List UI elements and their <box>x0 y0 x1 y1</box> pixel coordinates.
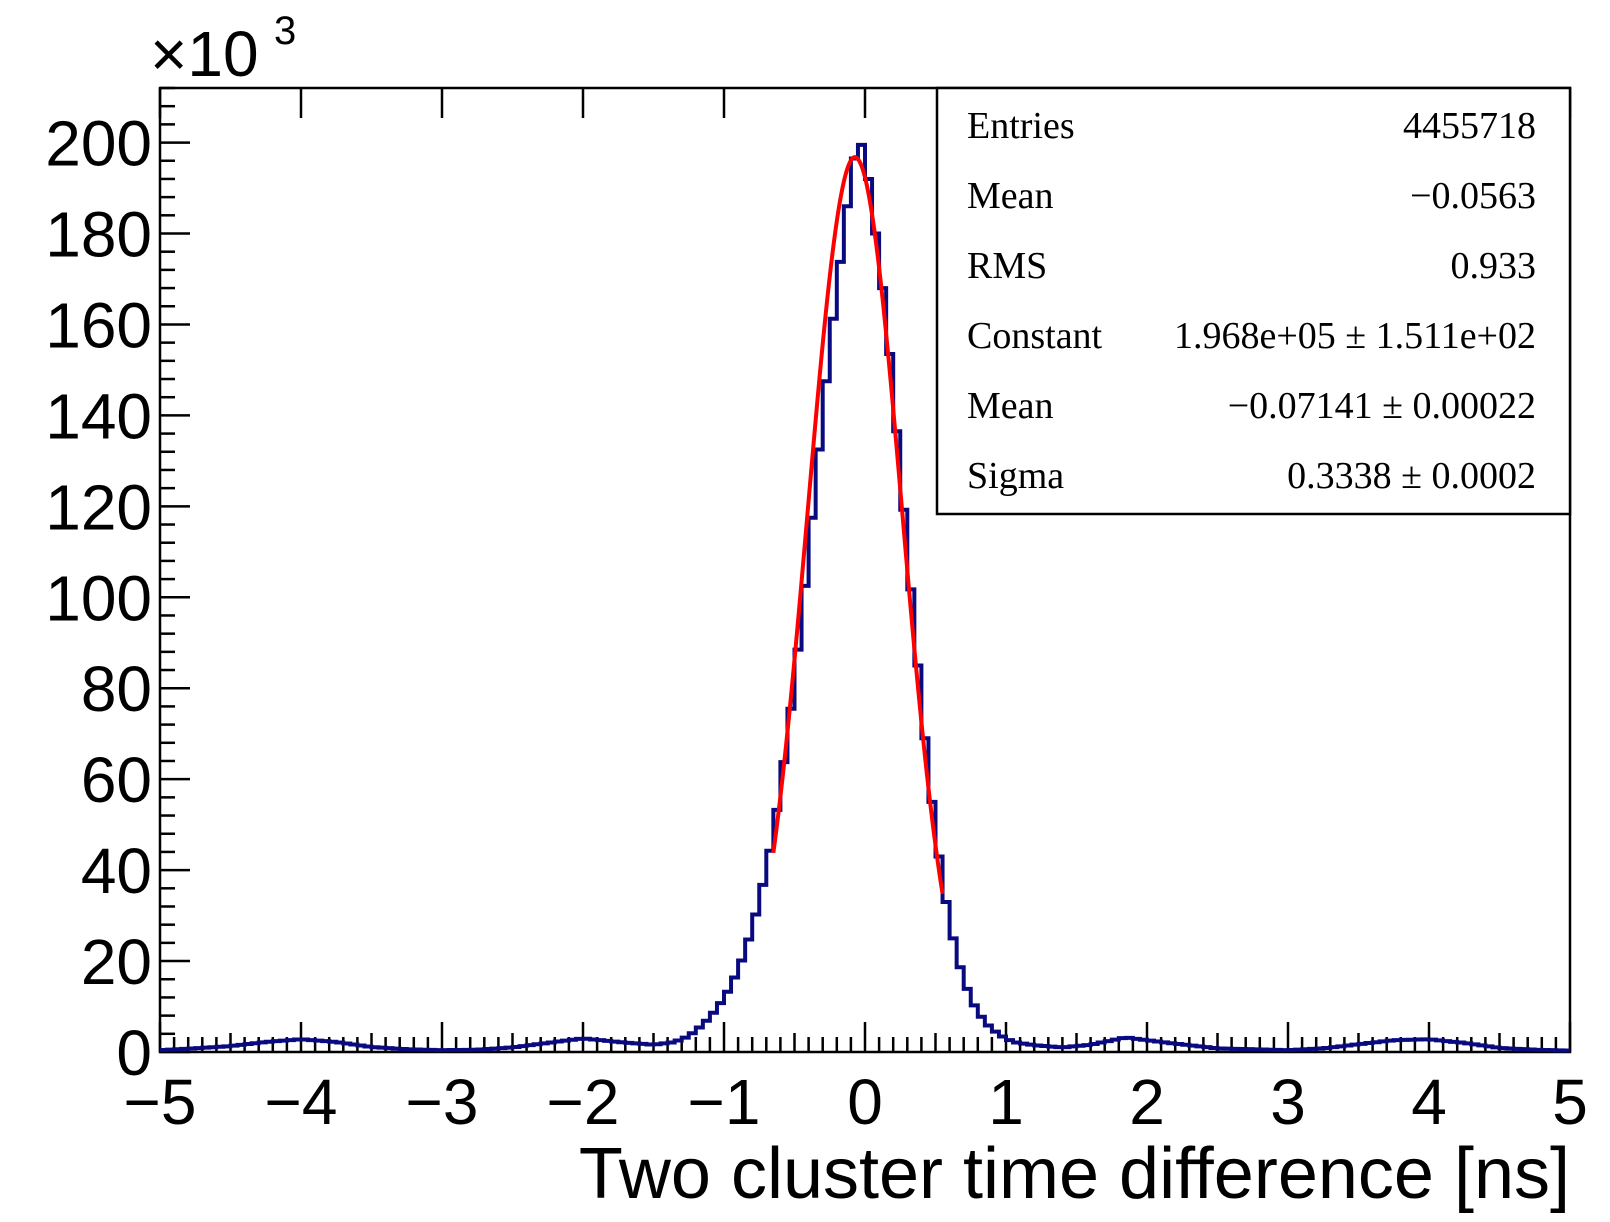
x-tick-label: 5 <box>1552 1066 1588 1138</box>
y-tick-label: 0 <box>116 1017 152 1089</box>
y-tick-label: 180 <box>45 199 152 271</box>
x-tick-label: 4 <box>1411 1066 1447 1138</box>
x-tick-label: −1 <box>688 1066 761 1138</box>
y-tick-label: 40 <box>81 835 152 907</box>
x-tick-label: −3 <box>406 1066 479 1138</box>
y-multiplier-exponent: 3 <box>274 9 296 53</box>
x-tick-label: 1 <box>988 1066 1024 1138</box>
stats-row-value: −0.07141 ± 0.00022 <box>1228 385 1536 427</box>
x-tick-label: −4 <box>265 1066 338 1138</box>
x-axis-tick-labels: −5 −4 −3 −2 −1 0 1 2 3 4 5 <box>124 1066 1588 1138</box>
stats-row-value: 0.933 <box>1451 245 1537 287</box>
x-axis-title: Two cluster time difference [ns] <box>579 1134 1570 1214</box>
stats-row-label: Constant <box>967 315 1103 357</box>
x-tick-label: 3 <box>1270 1066 1306 1138</box>
y-axis-tick-labels: 0 20 40 60 80 100 120 140 160 180 200 <box>45 108 152 1089</box>
gaussian-fit-curve <box>771 155 945 895</box>
y-tick-label: 200 <box>45 108 152 180</box>
stats-row-label: Mean <box>967 175 1054 217</box>
y-tick-label: 100 <box>45 562 152 634</box>
y-tick-label: 60 <box>81 744 152 816</box>
stats-row-label: RMS <box>967 245 1047 287</box>
y-multiplier-label: ×10 3 <box>150 9 296 90</box>
y-tick-label: 20 <box>81 926 152 998</box>
y-tick-label: 160 <box>45 289 152 361</box>
y-tick-label: 140 <box>45 380 152 452</box>
x-tick-label: 0 <box>847 1066 883 1138</box>
y-tick-label: 120 <box>45 471 152 543</box>
stats-row-label: Mean <box>967 385 1054 427</box>
stats-rows: Entries 4455718 Mean −0.0563 RMS 0.933 Constan… <box>967 105 1536 497</box>
x-tick-label: 2 <box>1129 1066 1165 1138</box>
stats-row-value: −0.0563 <box>1410 175 1536 217</box>
y-tick-label: 80 <box>81 653 152 725</box>
stats-row-value: 0.3338 ± 0.0002 <box>1287 455 1536 497</box>
y-multiplier-base: ×10 <box>150 18 259 90</box>
stats-row-label: Sigma <box>967 455 1064 497</box>
y-axis-ticks <box>160 86 190 1054</box>
stats-row-value: 1.968e+05 ± 1.511e+02 <box>1174 315 1536 357</box>
stats-row-label: Entries <box>967 105 1075 147</box>
stats-box-frame <box>935 86 1572 516</box>
stats-row-value: 4455718 <box>1403 105 1536 147</box>
x-tick-label: −2 <box>547 1066 620 1138</box>
x-tick-label: −5 <box>124 1066 197 1138</box>
stats-box: Entries 4455718 Mean −0.0563 RMS 0.933 Constan… <box>935 86 1572 516</box>
